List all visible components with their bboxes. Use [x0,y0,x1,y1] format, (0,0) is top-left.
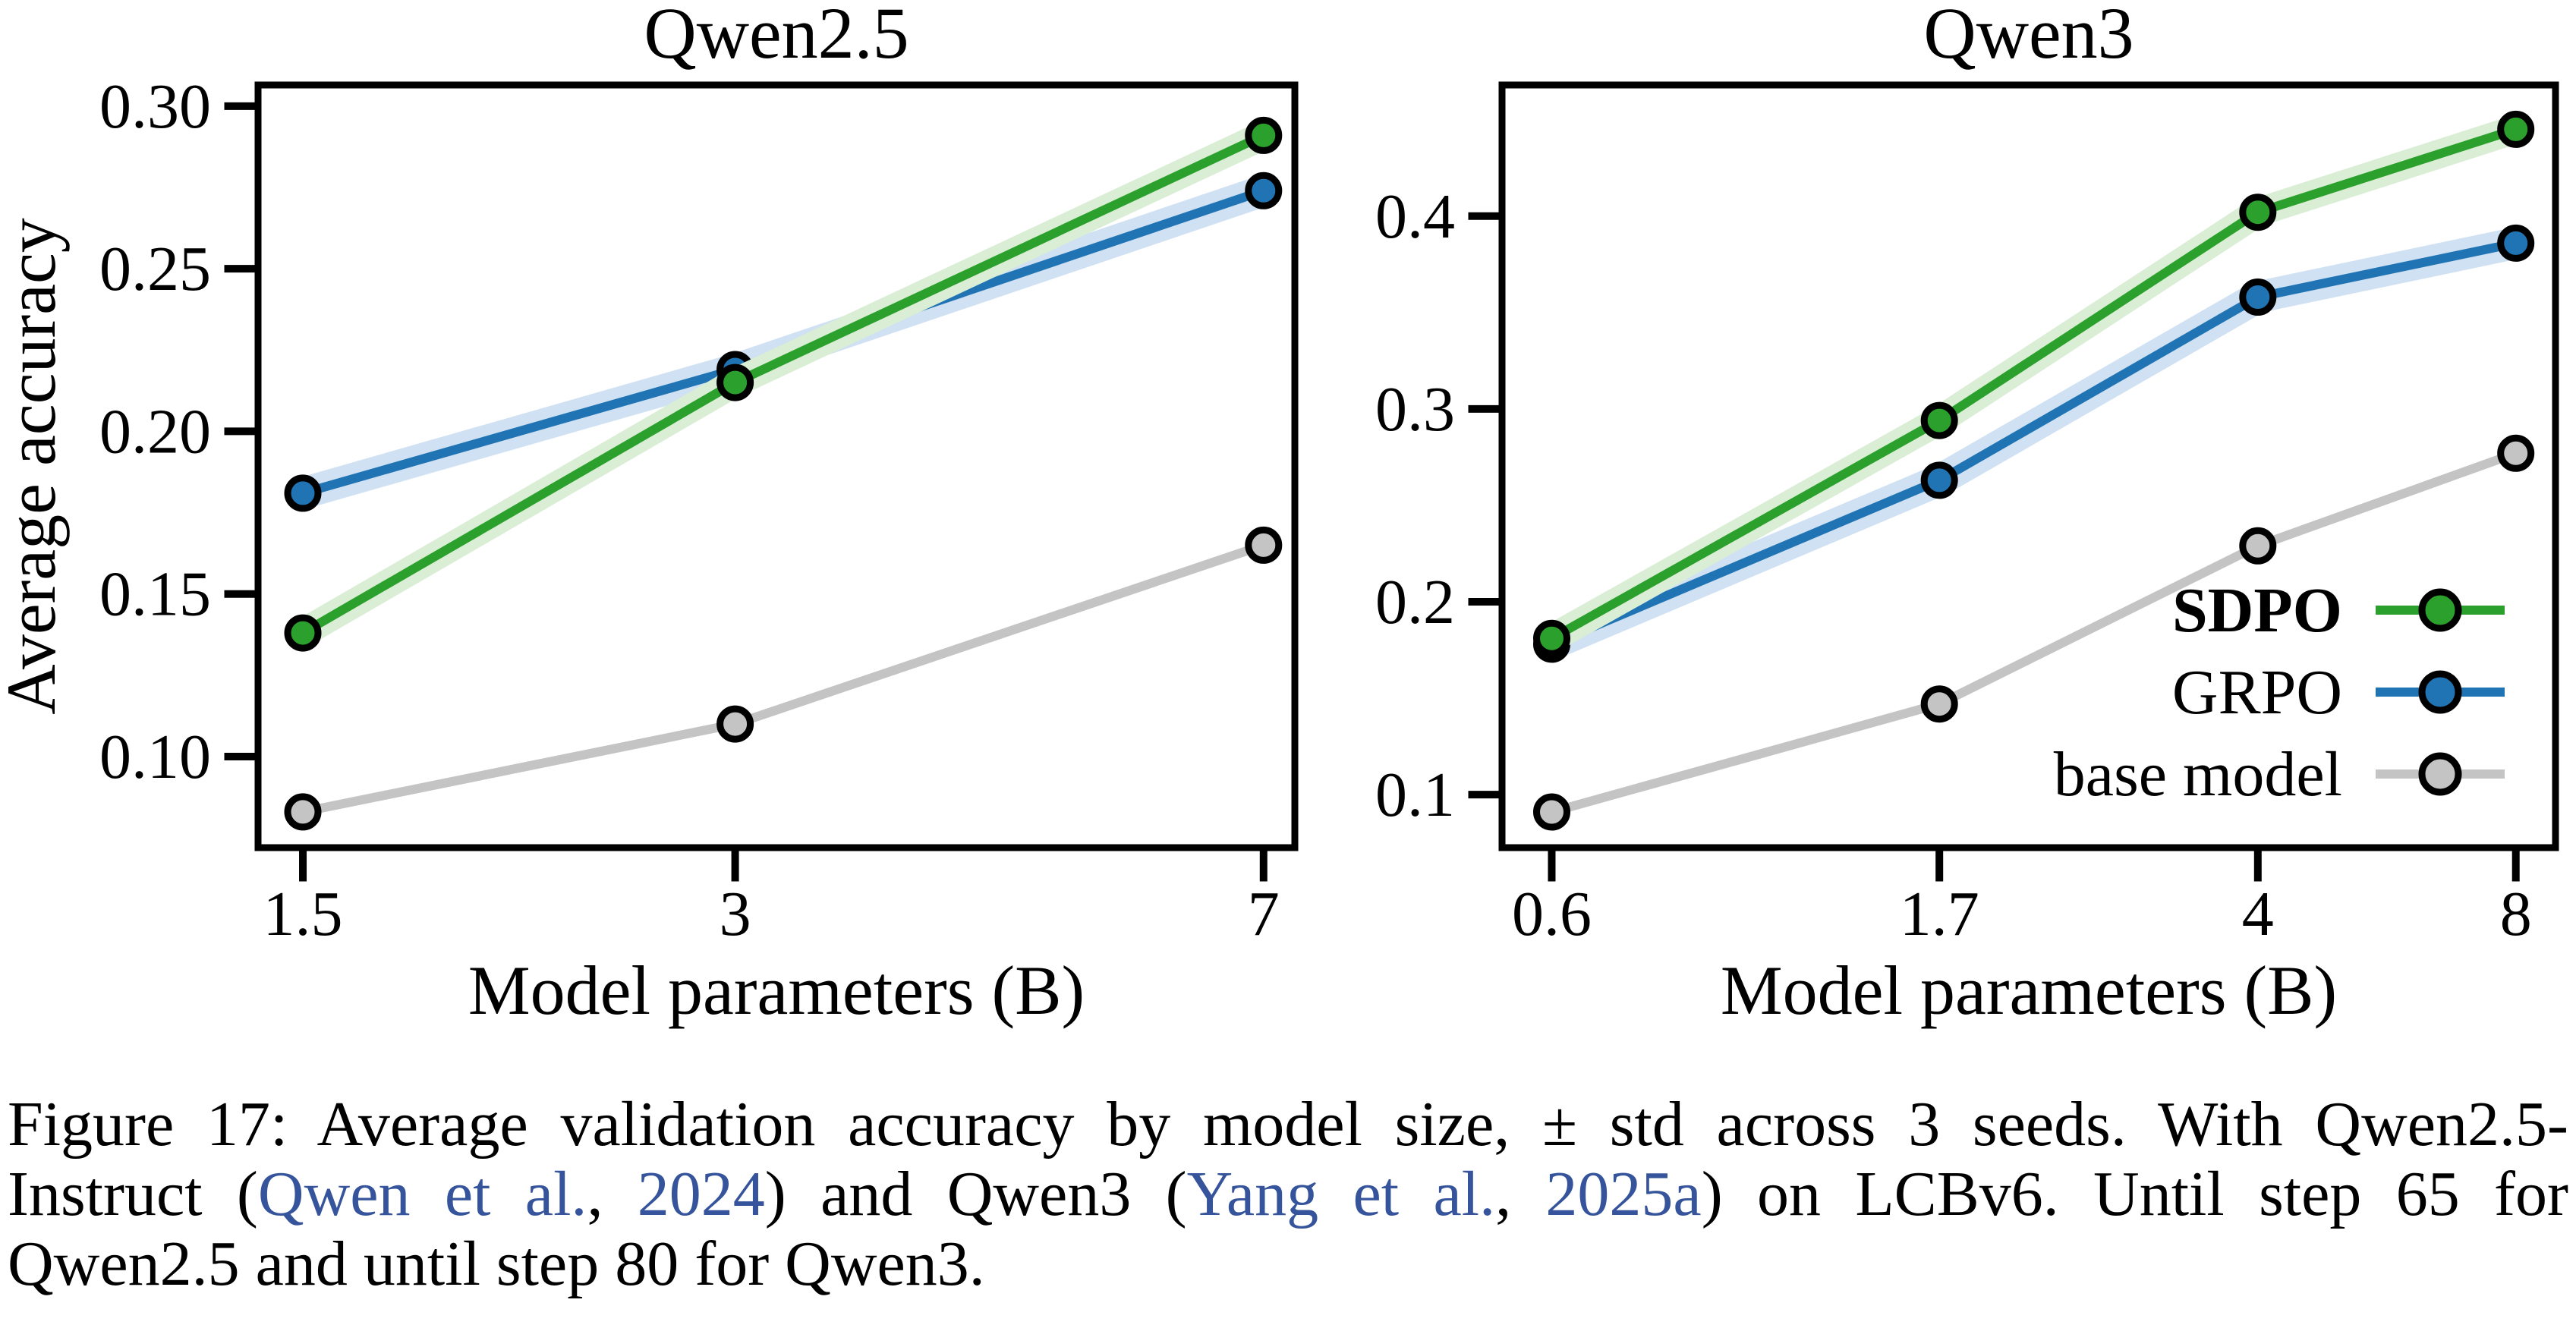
caption-line-1: Figure 17: Average validation accuracy b… [8,1090,2568,1160]
legend: SDPO GRPO base model [2054,575,2505,810]
y-tick-label: 0.4 [1375,181,1455,252]
caption-text: , [587,1159,638,1229]
y-tick-label: 0.1 [1375,760,1455,830]
data-point-base-model-8 [2497,434,2535,472]
chart-Qwen2.5: 0.10 0.15 0.20 0.25 0.30 1.5 3 7 Qwen2.5 Model pa… [0,0,1299,1029]
chart-title: Qwen2.5 [644,0,909,74]
series-line-base-model [298,540,1268,817]
legend-marker-grpo [2418,670,2462,714]
series-line-grpo [1547,238,2521,649]
caption-line-2: Instruct (Qwen et al., 2024) and Qwen3 (… [8,1160,2568,1229]
caption-text: Instruct ( [8,1159,258,1229]
x-axis-label: Model parameters (B) [1721,952,2337,1029]
series-line-base-model [1547,448,2521,817]
caption-text: Figure 17: Average validation accuracy b… [8,1089,2568,1160]
x-axis-label: Model parameters (B) [468,952,1085,1029]
citation-link[interactable]: 2025a [1545,1159,1702,1229]
series-grpo [1533,224,2535,663]
citation-link[interactable]: Yang et al. [1186,1159,1496,1229]
caption-line-3: Qwen2.5 and until step 80 for Qwen3. [8,1229,2568,1299]
data-point-sdpo-0.6 [1533,619,1570,657]
data-point-grpo-4 [2239,279,2277,316]
data-point-base-model-0.6 [1533,793,1570,831]
data-point-base-model-4 [2239,527,2277,565]
data-point-base-model-3 [716,705,754,743]
data-point-base-model-1.7 [1920,685,1958,723]
caption-text: ) and Qwen3 ( [764,1159,1187,1229]
data-point-sdpo-7 [1245,116,1283,154]
chart-title: Qwen3 [1923,0,2134,74]
y-tick-label: 0.20 [99,396,211,467]
data-point-sdpo-4 [2239,194,2277,231]
citation-link[interactable]: 2024 [637,1159,765,1229]
series-sdpo [1533,110,2535,657]
caption-text: ) on LCBv6. Until step 65 for [1701,1159,2568,1229]
x-tick-label: 1.7 [1900,879,1979,949]
series-base-model [284,526,1283,831]
series-sdpo [284,116,1283,652]
y-tick-label: 0.10 [99,722,211,792]
x-tick-label: 4 [2242,879,2274,949]
y-tick-label: 0.3 [1375,374,1455,445]
data-point-grpo-1.7 [1920,461,1958,499]
x-tick-label: 7 [1248,879,1280,949]
data-point-base-model-1.5 [284,793,322,831]
legend-marker-base-model [2418,752,2462,796]
data-point-sdpo-1.7 [1920,401,1958,439]
data-point-grpo-8 [2497,224,2535,262]
x-tick-label: 1.5 [263,879,343,949]
figure-caption: Figure 17: Average validation accuracy b… [8,1090,2568,1299]
data-point-grpo-1.5 [284,474,322,512]
legend-label-grpo: GRPO [2172,657,2342,728]
data-point-grpo-7 [1245,172,1283,209]
series-grpo [284,172,1283,512]
plot-box [254,81,1299,851]
y-tick-label: 0.30 [99,71,211,142]
data-point-base-model-7 [1245,526,1283,564]
x-tick-label: 8 [2500,879,2532,949]
y-tick-label: 0.2 [1375,567,1455,637]
y-tick-label: 0.25 [99,234,211,304]
caption-text: , [1495,1159,1546,1229]
chart-Qwen3: 0.1 0.2 0.3 0.4 0.6 1.7 4 8 Qwen3 Model parameter… [1375,0,2559,1029]
data-point-sdpo-8 [2497,110,2535,148]
y-tick-label: 0.15 [99,559,211,630]
citation-link[interactable]: Qwen et al. [257,1159,587,1229]
legend-marker-sdpo [2418,588,2462,632]
data-point-sdpo-3 [716,363,754,401]
legend-label-base-model: base model [2054,739,2342,810]
series-line-sdpo [1547,124,2521,644]
caption-text: Qwen2.5 and until step 80 for Qwen3. [8,1229,985,1299]
y-axis-label: Average accuracy [0,218,70,715]
x-tick-label: 0.6 [1512,879,1592,949]
data-point-sdpo-1.5 [284,614,322,652]
std-band-sdpo [295,122,1270,646]
plot-box [1498,81,2559,851]
series-base-model [1533,434,2535,831]
legend-label-sdpo: SDPO [2172,575,2342,646]
x-tick-label: 3 [720,879,751,949]
